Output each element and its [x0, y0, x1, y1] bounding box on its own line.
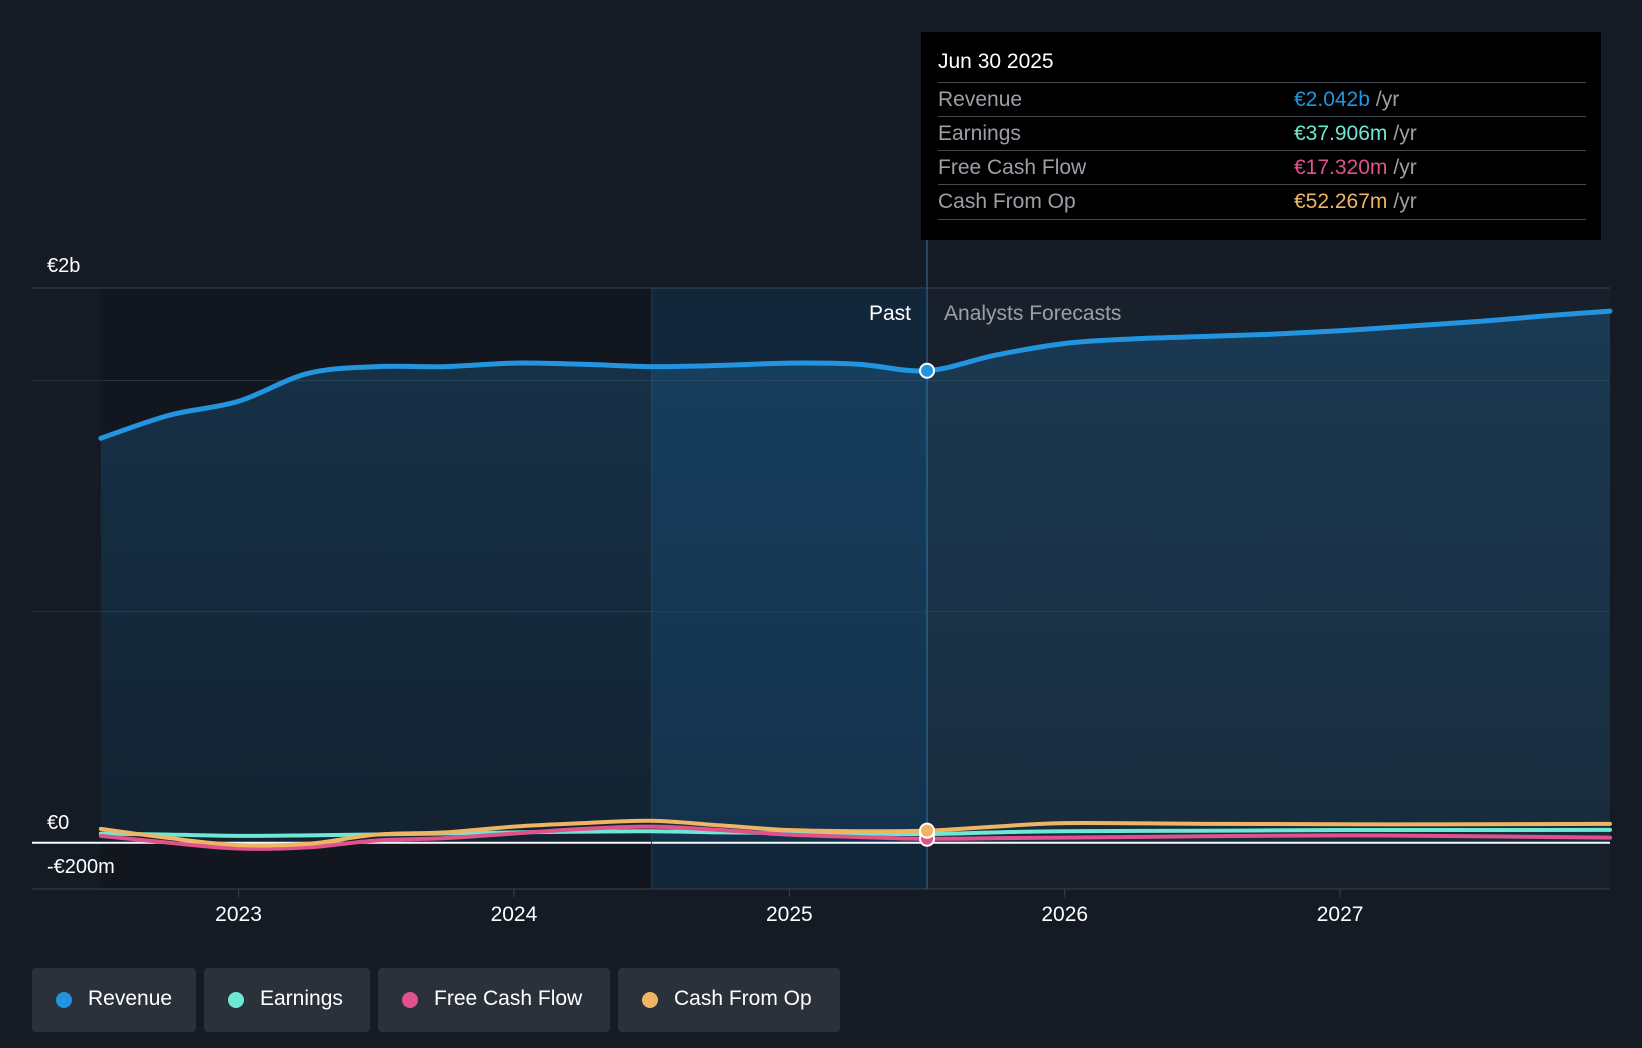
free-cash-flow-line	[98, 824, 1612, 851]
legend-item-cash-from-op[interactable]: Cash From Op	[618, 968, 840, 1032]
tooltip-row-cash-from-op: Cash From Op €52.267m/yr	[938, 184, 1586, 220]
legend-item-earnings[interactable]: Earnings	[204, 968, 370, 1032]
past-label: Past	[869, 302, 911, 325]
revenue-dot-icon	[56, 992, 72, 1008]
y-tick-label: -€200m	[47, 856, 115, 878]
forecast-label: Analysts Forecasts	[944, 302, 1121, 325]
revenue-marker	[919, 362, 936, 379]
x-tick-label: 2025	[766, 903, 813, 926]
tooltip: Jun 30 2025 Revenue €2.042b/yr Earnings …	[921, 32, 1601, 240]
tooltip-row-free-cash-flow: Free Cash Flow €17.320m/yr	[938, 150, 1586, 185]
cash-from-op-line	[98, 818, 1612, 848]
legend-label: Cash From Op	[674, 987, 812, 1010]
tooltip-value: €2.042b	[1294, 88, 1370, 111]
tooltip-unit: /yr	[1375, 88, 1400, 111]
x-tick-label: 2027	[1317, 903, 1364, 926]
cash-from-op-dot-icon	[642, 992, 658, 1008]
tooltip-value: €37.906m	[1294, 122, 1388, 145]
tooltip-value: €52.267m	[1294, 190, 1388, 213]
y-tick-label: €2b	[47, 255, 80, 277]
x-tick-label: 2024	[491, 903, 538, 926]
legend-item-free-cash-flow[interactable]: Free Cash Flow	[378, 968, 610, 1032]
earnings-dot-icon	[228, 992, 244, 1008]
tooltip-label: Cash From Op	[938, 190, 1076, 213]
legend-item-revenue[interactable]: Revenue	[32, 968, 196, 1032]
tooltip-label: Free Cash Flow	[938, 156, 1087, 179]
legend-label: Earnings	[260, 987, 343, 1010]
tooltip-date: Jun 30 2025	[938, 50, 1054, 73]
tooltip-unit: /yr	[1393, 190, 1417, 213]
y-tick-label: €0	[47, 812, 69, 834]
revenue-area	[100, 311, 1611, 843]
revenue-line	[98, 308, 1613, 441]
free-cash-flow-dot-icon	[402, 992, 418, 1008]
x-tick-label: 2026	[1041, 903, 1088, 926]
tooltip-label: Earnings	[938, 122, 1021, 145]
cash-from-op-marker	[919, 822, 936, 839]
tooltip-unit: /yr	[1393, 156, 1417, 179]
legend-label: Revenue	[88, 987, 173, 1010]
x-tick-label: 2023	[215, 903, 262, 926]
tooltip-value: €17.320m	[1294, 156, 1388, 179]
tooltip-row-revenue: Revenue €2.042b/yr	[938, 82, 1586, 117]
tooltip-row-earnings: Earnings €37.906m/yr	[938, 116, 1586, 151]
legend-label: Free Cash Flow	[434, 987, 583, 1010]
tooltip-unit: /yr	[1393, 122, 1417, 145]
tooltip-label: Revenue	[938, 88, 1023, 111]
